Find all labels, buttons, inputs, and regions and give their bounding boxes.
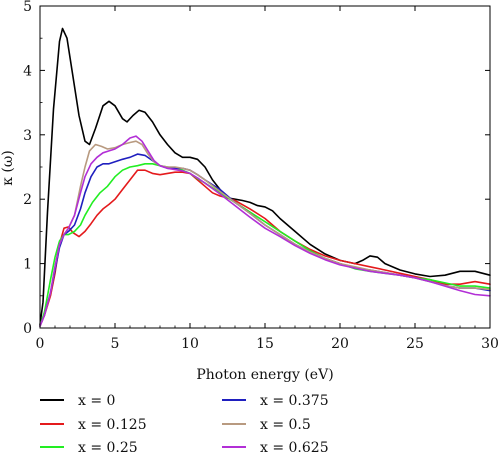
x-axis-ticks: 0 5 10 15 20 25 30: [36, 6, 499, 352]
series-line-4: [39, 140, 491, 327]
x-tick-label: 5: [111, 336, 120, 352]
legend-label: x = 0.5: [260, 417, 311, 433]
x-axis-title: Photon energy (eV): [196, 367, 333, 383]
y-tick-label: 1: [23, 257, 32, 273]
y-tick-label: 2: [23, 192, 32, 208]
y-axis-ticks: 0 1 2 3 4 5: [23, 0, 490, 337]
legend-label: x = 0.125: [78, 417, 147, 433]
series-line-3: [39, 153, 491, 327]
x-tick-label: 20: [331, 336, 349, 352]
x-tick-label: 15: [256, 336, 274, 352]
legend-label: x = 0.625: [260, 440, 329, 456]
x-tick-label: 25: [406, 336, 424, 352]
series-line-0: [39, 27, 491, 326]
plot-lines: [39, 27, 491, 327]
y-axis-title: κ (ω): [0, 150, 16, 186]
y-tick-label: 5: [23, 0, 32, 15]
y-tick-label: 4: [23, 63, 32, 79]
x-tick-label: 30: [481, 336, 499, 352]
legend-label: x = 0: [78, 393, 115, 409]
x-tick-label: 10: [181, 336, 199, 352]
legend-label: x = 0.375: [260, 393, 329, 409]
x-tick-label: 0: [36, 336, 45, 352]
series-line-2: [39, 163, 491, 327]
y-tick-label: 3: [23, 128, 32, 144]
legend-label: x = 0.25: [78, 440, 138, 456]
series-line-1: [39, 169, 491, 327]
legend: x = 0 x = 0.125 x = 0.25 x = 0.375 x = 0.5 x …: [40, 393, 329, 456]
series-line-5: [39, 135, 491, 327]
y-tick-label: 0: [23, 321, 32, 337]
